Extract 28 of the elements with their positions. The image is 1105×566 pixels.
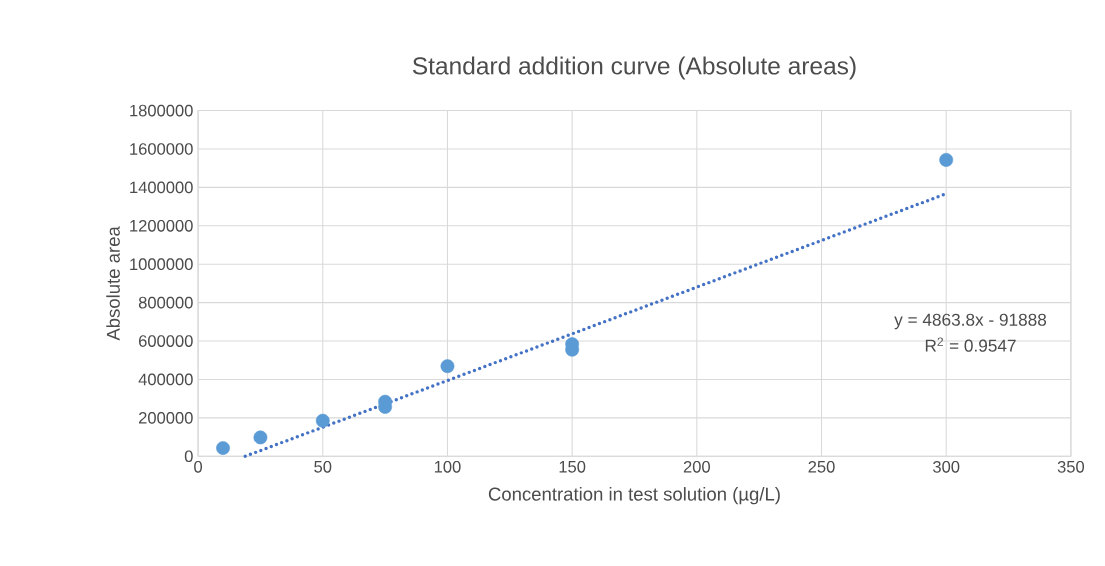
point [440, 359, 455, 373]
y-tick-label: 1400000 [130, 181, 193, 194]
point [939, 152, 954, 167]
x-axis-title: Concentration in test solution (µg/L) [488, 486, 780, 505]
chart-title: Standard addition curve (Absolute areas) [412, 56, 856, 80]
y-tick-label: 1800000 [130, 104, 193, 117]
y-axis-title: Absolute area [106, 226, 120, 341]
x-tick-label: 100 [434, 460, 461, 473]
point [253, 430, 268, 445]
x-tick-label: 300 [933, 460, 960, 473]
x-tick-label: 0 [194, 460, 203, 473]
x-tick-label: 150 [559, 460, 586, 473]
annotation: y = 4863.8x - 91888 [894, 313, 1047, 330]
y-tick-label: 200000 [139, 411, 193, 424]
point [216, 441, 230, 455]
y-tick-label: 1200000 [130, 219, 193, 232]
point [315, 413, 330, 428]
y-tick-label: 400000 [138, 373, 193, 386]
x-tick-label: 350 [1057, 460, 1085, 473]
y-tick-label: 1000000 [130, 258, 193, 270]
x-tick-label: 200 [683, 460, 710, 473]
annotation: R$^{2}$ = 0.9547 [925, 337, 1016, 352]
y-tick-label: 1600000 [130, 143, 193, 155]
x-tick-label: 50 [314, 460, 332, 473]
y-tick-label: 0 [184, 450, 193, 463]
y-tick-label: 800000 [138, 296, 193, 309]
y-tick-label: 600000 [139, 335, 193, 347]
x-tick-label: 250 [808, 460, 835, 473]
